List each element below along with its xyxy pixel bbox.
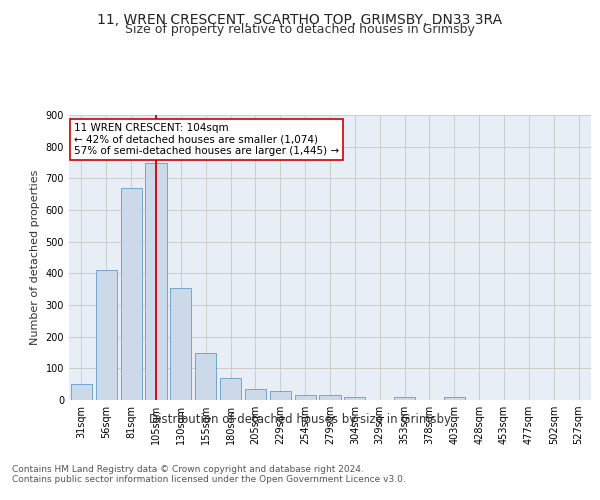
Bar xyxy=(71,384,92,400)
Text: 11 WREN CRESCENT: 104sqm
← 42% of detached houses are smaller (1,074)
57% of sem: 11 WREN CRESCENT: 104sqm ← 42% of detach… xyxy=(74,123,339,156)
Bar xyxy=(145,162,167,400)
Bar xyxy=(220,378,241,400)
Bar xyxy=(319,395,341,400)
Bar xyxy=(344,397,365,400)
Bar xyxy=(195,353,216,400)
Bar xyxy=(245,389,266,400)
Bar xyxy=(270,392,291,400)
Bar xyxy=(394,398,415,400)
Bar xyxy=(96,270,117,400)
Y-axis label: Number of detached properties: Number of detached properties xyxy=(30,170,40,345)
Bar xyxy=(121,188,142,400)
Text: Size of property relative to detached houses in Grimsby: Size of property relative to detached ho… xyxy=(125,24,475,36)
Text: Contains HM Land Registry data © Crown copyright and database right 2024.
Contai: Contains HM Land Registry data © Crown c… xyxy=(12,465,406,484)
Bar xyxy=(170,288,191,400)
Text: Distribution of detached houses by size in Grimsby: Distribution of detached houses by size … xyxy=(149,412,451,426)
Bar xyxy=(444,397,465,400)
Bar xyxy=(295,394,316,400)
Text: 11, WREN CRESCENT, SCARTHO TOP, GRIMSBY, DN33 3RA: 11, WREN CRESCENT, SCARTHO TOP, GRIMSBY,… xyxy=(97,12,503,26)
